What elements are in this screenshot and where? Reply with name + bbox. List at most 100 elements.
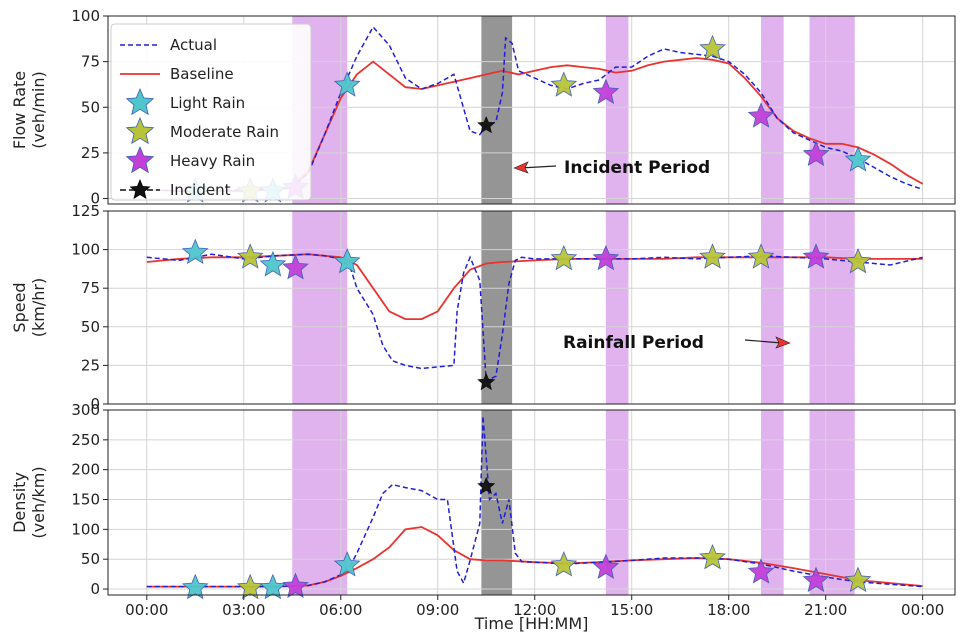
- moderate-star-marker: [844, 566, 872, 593]
- legend-label: Light Rain: [170, 94, 245, 112]
- ytick-label: 50: [81, 318, 100, 336]
- rainfall-band: [809, 211, 855, 404]
- xtick-label: 15:00: [610, 601, 653, 619]
- incident-star-marker: [477, 372, 496, 391]
- xtick-label: 00:00: [901, 601, 944, 619]
- light-star-marker: [181, 238, 209, 265]
- ytick-label: 0: [90, 190, 100, 208]
- heavy-star-marker: [747, 558, 775, 584]
- ytick-label: 200: [71, 461, 100, 479]
- light-star-marker: [259, 250, 287, 277]
- light-star-marker: [333, 247, 361, 274]
- moderate-star-marker: [550, 244, 578, 271]
- legend-label: Actual: [170, 36, 217, 54]
- y-axis-unit: (veh/min): [29, 71, 48, 149]
- y-axis-label: Speed: [10, 282, 29, 332]
- ytick-label: 300: [71, 401, 100, 419]
- heavy-star-marker: [802, 140, 830, 167]
- legend-label: Baseline: [170, 65, 234, 83]
- ytick-label: 150: [71, 491, 100, 509]
- legend-star-icon: [125, 145, 155, 174]
- incident-star-marker: [477, 476, 496, 495]
- heavy-star-marker: [747, 102, 775, 128]
- xtick-label: 06:00: [319, 601, 362, 619]
- y-axis-label: Flow Rate: [10, 71, 29, 149]
- moderate-star-marker: [747, 243, 775, 269]
- legend-star-icon: [125, 87, 155, 116]
- rainfall-band: [761, 410, 784, 595]
- xtick-label: 03:00: [222, 601, 265, 619]
- panel-frame: [107, 210, 956, 405]
- panel-frame: [107, 15, 956, 205]
- legend-label: Heavy Rain: [170, 152, 255, 170]
- xtick-label: 18:00: [707, 601, 750, 619]
- incident-arrow: [519, 165, 557, 169]
- legend-label: Incident: [170, 181, 231, 199]
- y-axis-unit: (km/hr): [29, 278, 48, 337]
- xtick-label: 21:00: [804, 601, 847, 619]
- rainfall-arrowhead: [775, 336, 791, 349]
- ytick-label: 50: [81, 550, 100, 568]
- light-star-marker: [259, 573, 287, 600]
- moderate-star-marker: [699, 243, 726, 269]
- legend-star-icon: [129, 178, 151, 199]
- incident-band: [481, 410, 513, 595]
- ytick-label: 50: [81, 98, 100, 116]
- incident-period-label: Incident Period: [564, 158, 710, 178]
- incident-band: [481, 16, 513, 204]
- ytick-label: 100: [71, 7, 100, 25]
- heavy-star-marker: [282, 254, 309, 280]
- rainfall-band: [605, 16, 629, 204]
- ytick-label: 25: [81, 144, 100, 162]
- x-axis-label: Time [HH:MM]: [474, 614, 589, 633]
- xtick-label: 00:00: [125, 601, 168, 619]
- ytick-label: 0: [90, 580, 100, 598]
- ytick-label: 75: [81, 53, 100, 71]
- light-star-marker: [181, 573, 209, 600]
- ytick-label: 75: [81, 279, 100, 297]
- heavy-star-marker: [592, 78, 620, 105]
- rainfall-band: [292, 211, 348, 404]
- ytick-label: 250: [71, 431, 100, 449]
- legend-label: Moderate Rain: [170, 123, 279, 141]
- actual-series-line: [146, 25, 923, 192]
- rainfall-band: [809, 16, 855, 204]
- moderate-star-marker: [550, 551, 578, 577]
- rainfall-band: [605, 211, 629, 404]
- heavy-star-marker: [592, 553, 620, 579]
- moderate-star-marker: [844, 247, 872, 274]
- rainfall-arrow: [744, 339, 783, 344]
- heavy-star-marker: [802, 243, 830, 269]
- ytick-label: 125: [71, 202, 100, 220]
- rainfall-band: [809, 410, 855, 595]
- xtick-label: 09:00: [416, 601, 459, 619]
- ytick-label: 0: [90, 395, 100, 413]
- moderate-star-marker: [550, 71, 578, 97]
- rainfall-band: [605, 410, 629, 595]
- light-star-marker: [333, 71, 361, 97]
- xtick-label: 12:00: [513, 601, 556, 619]
- ytick-label: 25: [81, 356, 100, 374]
- heavy-star-marker: [282, 572, 309, 599]
- rainfall-band: [292, 410, 348, 595]
- rainfall-period-label: Rainfall Period: [563, 333, 704, 353]
- light-star-marker: [844, 146, 872, 172]
- ytick-label: 100: [71, 241, 100, 259]
- incident-star-marker: [477, 115, 496, 134]
- heavy-star-marker: [802, 566, 830, 593]
- legend-box: [110, 23, 312, 201]
- y-axis-unit: (veh/km): [29, 466, 48, 538]
- ytick-label: 100: [71, 520, 100, 538]
- legend-star-icon: [125, 116, 155, 145]
- moderate-star-marker: [699, 543, 726, 570]
- rainfall-band: [761, 211, 784, 404]
- light-star-marker: [333, 551, 361, 577]
- panel-frame: [107, 409, 956, 596]
- baseline-series-line: [146, 57, 924, 193]
- moderate-star-marker: [699, 34, 726, 61]
- heavy-star-marker: [592, 244, 620, 271]
- moderate-star-marker: [236, 243, 264, 269]
- y-axis-label: Density: [10, 472, 29, 533]
- incident-arrowhead: [513, 161, 529, 174]
